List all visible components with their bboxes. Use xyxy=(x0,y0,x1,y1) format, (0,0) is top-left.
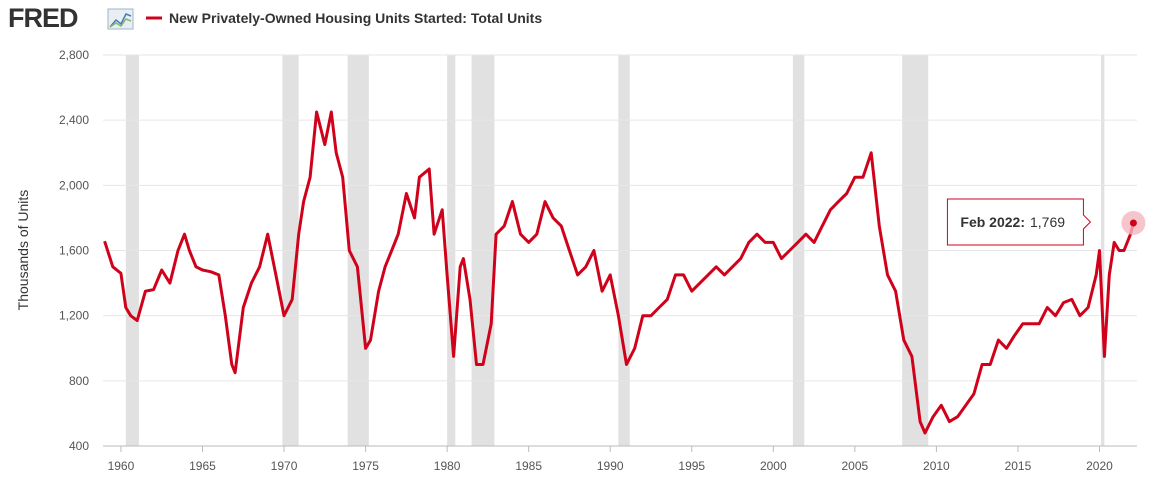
x-tick-label: 1980 xyxy=(434,459,461,473)
tooltip-value: 1,769 xyxy=(1030,214,1065,230)
x-tick-label: 1965 xyxy=(189,459,216,473)
y-tick-label: 2,000 xyxy=(59,178,89,192)
x-tick-label: 2020 xyxy=(1086,459,1113,473)
tooltip-date: Feb 2022: xyxy=(960,214,1025,230)
x-tick-label: 1995 xyxy=(678,459,705,473)
x-tick-label: 1970 xyxy=(271,459,298,473)
legend-label: New Privately-Owned Housing Units Starte… xyxy=(169,10,542,26)
tooltip-box xyxy=(946,198,1092,246)
y-axis-title: Thousands of Units xyxy=(15,190,31,311)
x-tick-label: 2000 xyxy=(760,459,787,473)
x-tick-label: 1975 xyxy=(352,459,379,473)
highlight-point xyxy=(1129,219,1137,227)
y-tick-label: 1,600 xyxy=(59,244,89,258)
logo: FRED xyxy=(8,3,78,33)
x-tick-label: 1990 xyxy=(597,459,624,473)
series-line xyxy=(103,110,1135,435)
y-tick-label: 2,800 xyxy=(59,48,89,62)
x-tick-label: 2015 xyxy=(1005,459,1032,473)
y-tick-label: 400 xyxy=(69,439,89,453)
x-tick-label: 1960 xyxy=(108,459,135,473)
y-tick-label: 1,200 xyxy=(59,309,89,323)
x-tick-label: 2005 xyxy=(842,459,869,473)
tooltip-text: Feb 2022: 1,769 xyxy=(960,214,1065,230)
y-tick-label: 2,400 xyxy=(59,113,89,127)
x-tick-label: 2010 xyxy=(923,459,950,473)
x-tick-label: 1985 xyxy=(515,459,542,473)
y-tick-label: 800 xyxy=(69,374,89,388)
logo-icon xyxy=(107,8,134,30)
